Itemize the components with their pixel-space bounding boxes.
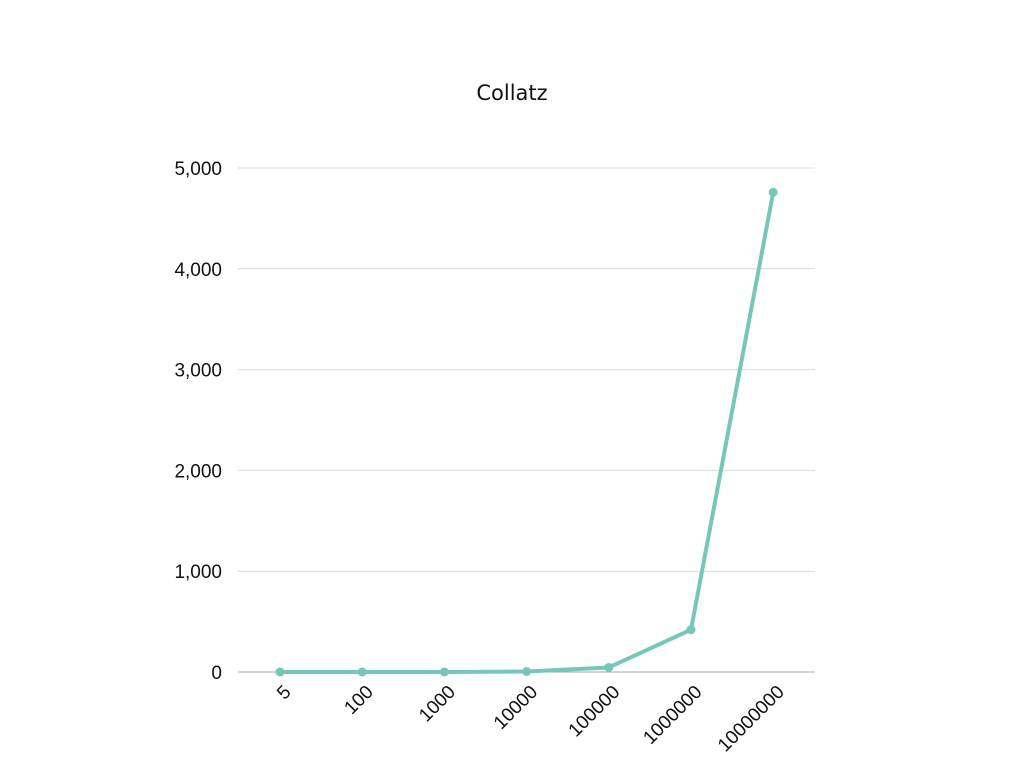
x-tick-label: 100 xyxy=(340,682,377,719)
data-point xyxy=(439,667,449,677)
y-tick-label: 3,000 xyxy=(174,361,222,382)
x-tick-label: 10000 xyxy=(490,682,542,734)
series-line xyxy=(278,190,776,674)
x-tick-label: 10000000 xyxy=(714,682,789,757)
x-axis-labels: 5 100 1000 10000 100000 1000000 10000000 xyxy=(273,682,789,757)
x-tick-label: 5 xyxy=(273,682,295,704)
y-tick-label: 2,000 xyxy=(174,461,222,482)
y-axis-labels: 0 1,000 2,000 3,000 4,000 5,000 xyxy=(174,159,222,684)
data-point xyxy=(768,187,778,197)
y-tick-label: 5,000 xyxy=(174,159,222,180)
data-point xyxy=(686,625,696,635)
y-tick-label: 0 xyxy=(211,663,222,684)
series-layer xyxy=(275,187,778,677)
chart-title: Collatz xyxy=(476,81,547,105)
y-tick-label: 1,000 xyxy=(174,562,222,583)
data-point xyxy=(275,667,285,677)
data-point xyxy=(522,666,532,676)
data-point xyxy=(604,662,614,672)
x-tick-label: 1000 xyxy=(415,682,460,727)
x-tick-label: 1000000 xyxy=(639,682,706,749)
data-point xyxy=(357,667,367,677)
gridlines xyxy=(238,167,815,673)
x-tick-label: 100000 xyxy=(565,682,625,742)
y-tick-label: 4,000 xyxy=(174,260,222,281)
